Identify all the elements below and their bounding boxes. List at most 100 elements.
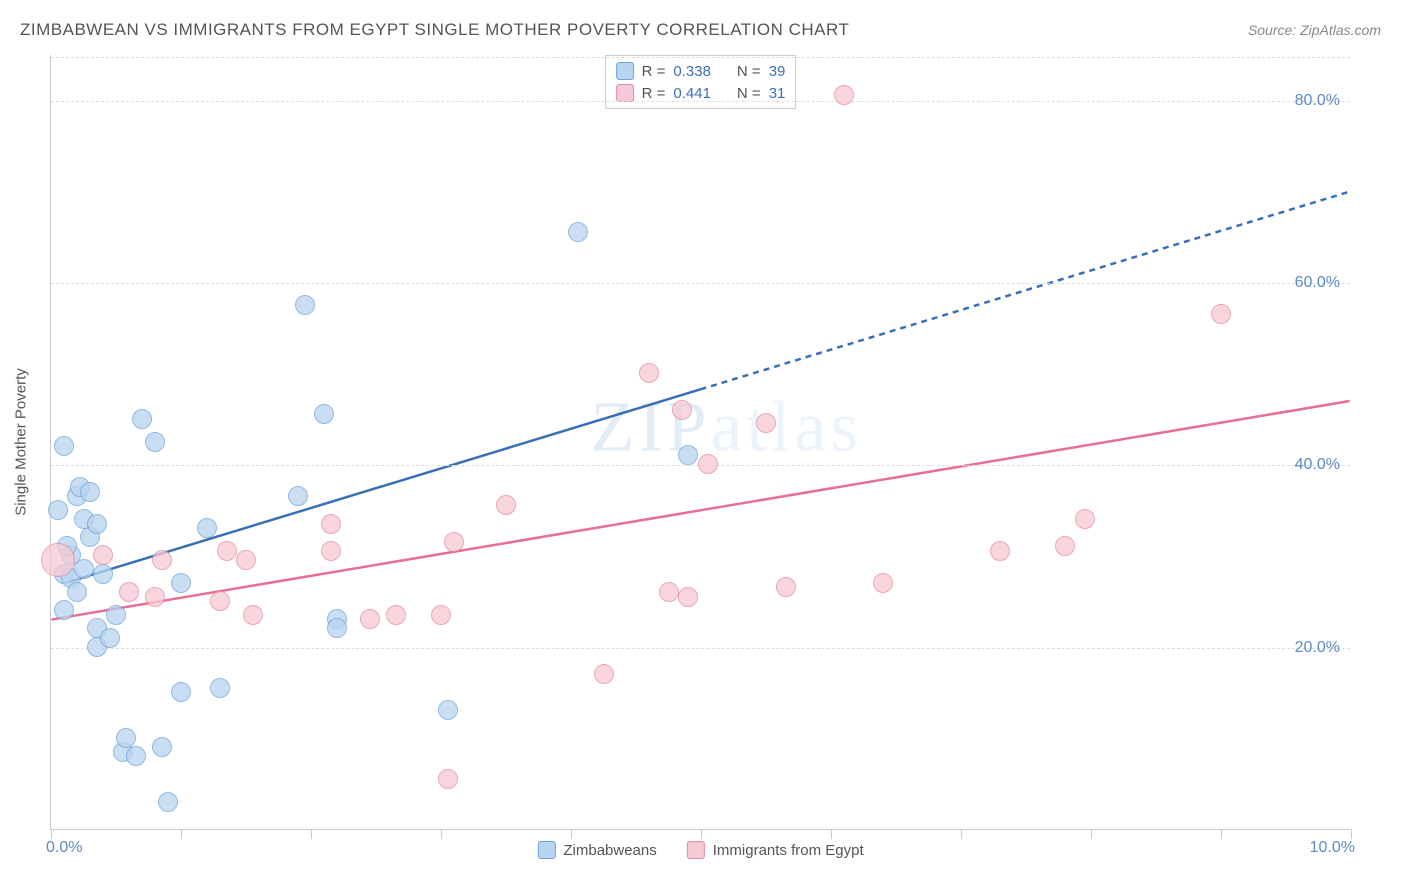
scatter-point xyxy=(93,564,113,584)
scatter-point xyxy=(171,573,191,593)
scatter-point xyxy=(438,769,458,789)
x-tick xyxy=(51,829,52,839)
scatter-point xyxy=(197,518,217,538)
y-tick-label: 40.0% xyxy=(1295,456,1340,474)
scatter-point xyxy=(834,85,854,105)
scatter-point xyxy=(295,295,315,315)
scatter-point xyxy=(236,550,256,570)
scatter-point xyxy=(321,514,341,534)
gridline xyxy=(51,101,1350,102)
scatter-point xyxy=(210,591,230,611)
legend-swatch xyxy=(616,62,634,80)
y-tick-label: 80.0% xyxy=(1295,92,1340,110)
x-tick xyxy=(701,829,702,839)
scatter-point xyxy=(327,618,347,638)
chart-source: Source: ZipAtlas.com xyxy=(1248,22,1381,38)
scatter-point xyxy=(54,600,74,620)
scatter-point xyxy=(438,700,458,720)
scatter-point xyxy=(119,582,139,602)
scatter-point xyxy=(67,582,87,602)
scatter-point xyxy=(145,432,165,452)
legend-swatch xyxy=(616,84,634,102)
scatter-point xyxy=(93,545,113,565)
gridline xyxy=(51,648,1350,649)
scatter-point xyxy=(756,413,776,433)
scatter-point xyxy=(672,400,692,420)
scatter-point xyxy=(48,500,68,520)
scatter-point xyxy=(1075,509,1095,529)
x-axis-min-label: 0.0% xyxy=(46,839,82,857)
x-tick xyxy=(311,829,312,839)
scatter-point xyxy=(314,404,334,424)
stats-r-label: R = xyxy=(642,63,666,80)
scatter-point xyxy=(210,678,230,698)
scatter-point xyxy=(659,582,679,602)
scatter-point xyxy=(152,737,172,757)
scatter-point xyxy=(568,222,588,242)
scatter-point xyxy=(321,541,341,561)
scatter-point xyxy=(152,550,172,570)
gridline xyxy=(51,283,1350,284)
scatter-point xyxy=(116,728,136,748)
legend-item: Zimbabweans xyxy=(537,841,656,859)
scatter-point xyxy=(1055,536,1075,556)
scatter-point xyxy=(106,605,126,625)
stats-n-label: N = xyxy=(737,85,761,102)
x-tick xyxy=(1351,829,1352,839)
gridline xyxy=(51,57,1350,58)
scatter-point xyxy=(990,541,1010,561)
x-tick xyxy=(571,829,572,839)
scatter-point xyxy=(386,605,406,625)
chart-container: ZIMBABWEAN VS IMMIGRANTS FROM EGYPT SING… xyxy=(0,0,1406,892)
stats-r-label: R = xyxy=(642,85,666,102)
scatter-point xyxy=(54,436,74,456)
stats-r-value: 0.338 xyxy=(673,63,711,80)
scatter-point xyxy=(171,682,191,702)
x-axis-max-label: 10.0% xyxy=(1310,839,1355,857)
scatter-point xyxy=(217,541,237,561)
scatter-point xyxy=(100,628,120,648)
scatter-point xyxy=(444,532,464,552)
watermark: ZIPatlas xyxy=(590,385,862,468)
scatter-point xyxy=(496,495,516,515)
trend-lines xyxy=(51,55,1350,829)
legend-label: Zimbabweans xyxy=(563,842,656,859)
x-tick xyxy=(181,829,182,839)
scatter-point xyxy=(360,609,380,629)
scatter-point xyxy=(126,746,146,766)
y-tick-label: 20.0% xyxy=(1295,639,1340,657)
scatter-point xyxy=(132,409,152,429)
stats-n-value: 39 xyxy=(769,63,786,80)
x-tick xyxy=(961,829,962,839)
legend-label: Immigrants from Egypt xyxy=(713,842,864,859)
scatter-point xyxy=(288,486,308,506)
scatter-point xyxy=(243,605,263,625)
scatter-point xyxy=(678,445,698,465)
x-tick xyxy=(441,829,442,839)
bottom-legend: Zimbabweans Immigrants from Egypt xyxy=(537,841,863,859)
scatter-point xyxy=(74,559,94,579)
scatter-point xyxy=(41,543,75,577)
scatter-point xyxy=(1211,304,1231,324)
plot-area: Single Mother Poverty ZIPatlas R =0.338N… xyxy=(50,55,1350,830)
legend-swatch xyxy=(537,841,555,859)
stats-r-value: 0.441 xyxy=(673,85,711,102)
scatter-point xyxy=(145,587,165,607)
x-tick xyxy=(1221,829,1222,839)
stats-row: R = 0.338 N = 39 xyxy=(616,60,786,82)
chart-title: ZIMBABWEAN VS IMMIGRANTS FROM EGYPT SING… xyxy=(20,20,849,40)
x-tick xyxy=(831,829,832,839)
stats-n-value: 31 xyxy=(769,85,786,102)
stats-n-label: N = xyxy=(737,63,761,80)
scatter-point xyxy=(158,792,178,812)
scatter-point xyxy=(678,587,698,607)
y-axis-title: Single Mother Poverty xyxy=(13,368,30,516)
y-tick-label: 60.0% xyxy=(1295,274,1340,292)
scatter-point xyxy=(87,514,107,534)
scatter-point xyxy=(698,454,718,474)
legend-item: Immigrants from Egypt xyxy=(687,841,864,859)
x-tick xyxy=(1091,829,1092,839)
legend-swatch xyxy=(687,841,705,859)
scatter-point xyxy=(431,605,451,625)
scatter-point xyxy=(80,482,100,502)
